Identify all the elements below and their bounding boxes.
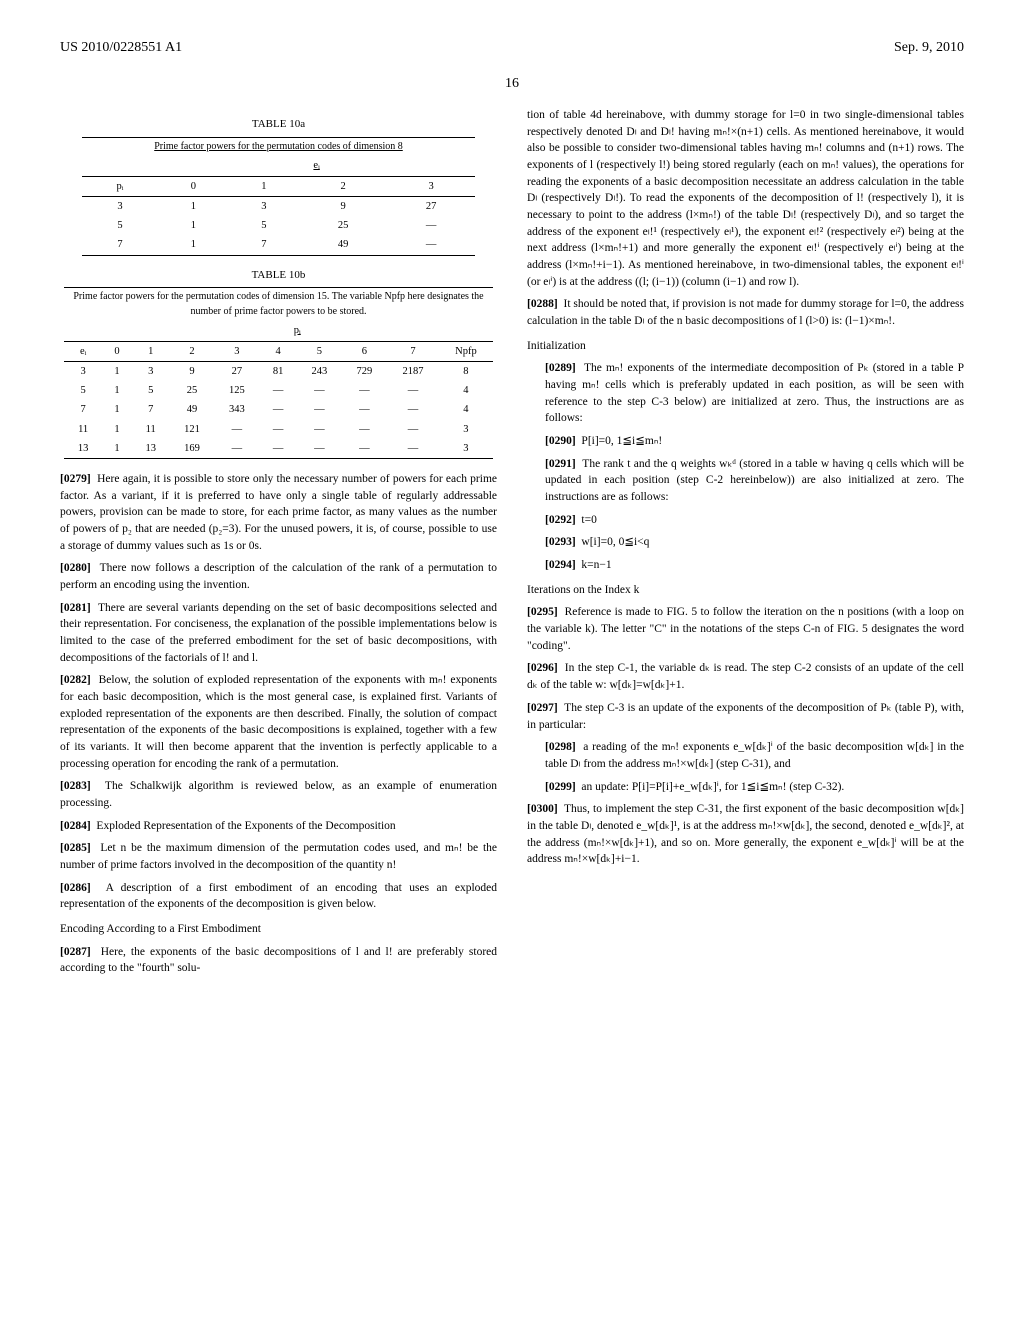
paragraph: [0293] w[i]=0, 0≦i<q [527,534,964,551]
table-title: TABLE 10b [60,268,497,284]
right-column: tion of table 4d hereinabove, with dummy… [527,107,964,983]
paragraph: [0287] Here, the exponents of the basic … [60,944,497,977]
paragraph: [0283] The Schalkwijk algorithm is revie… [60,778,497,811]
paragraph: [0298] a reading of the mₙ! exponents e_… [527,739,964,772]
table-row: 71749343————4 [64,400,492,419]
paragraph: [0282] Below, the solution of exploded r… [60,672,497,772]
ei-header: eᵢ [158,156,475,176]
section-heading: Encoding According to a First Embodiment [60,921,497,938]
paragraph: [0300] Thus, to implement the step C-31,… [527,801,964,868]
page: US 2010/0228551 A1 Sep. 9, 2010 16 TABLE… [0,0,1024,1023]
page-number: 16 [60,76,964,92]
paragraph: [0292] t=0 [527,512,964,529]
publication-date: Sep. 9, 2010 [894,40,964,56]
paragraph: [0281] There are several variants depend… [60,600,497,667]
table-row: 71749— [82,235,475,255]
paragraph: [0285] Let n be the maximum dimension of… [60,840,497,873]
paragraph: [0299] an update: P[i]=P[i]+e_w[dₖ]ⁱ, fo… [527,779,964,796]
paragraph: [0297] The step C-3 is an update of the … [527,700,964,733]
pi-header: pᵢ [102,321,493,341]
paragraph: [0291] The rank t and the q weights wₖᵈ … [527,456,964,506]
paragraph: [0284] Exploded Representation of the Ex… [60,818,497,835]
paragraph: [0288] It should be noted that, if provi… [527,296,964,329]
table-row: 313927 [82,196,475,216]
col-header: 2 [299,176,387,196]
paragraph: [0294] k=n−1 [527,557,964,574]
paragraph: [0286] A description of a first embodime… [60,880,497,913]
table-10b: TABLE 10b Prime factor powers for the pe… [60,268,497,459]
paragraph: [0289] The mₙ! exponents of the intermed… [527,360,964,427]
publication-number: US 2010/0228551 A1 [60,40,182,56]
paragraph: [0295] Reference is made to FIG. 5 to fo… [527,604,964,654]
ei-header: eᵢ [64,341,102,361]
page-header: US 2010/0228551 A1 Sep. 9, 2010 [60,40,964,56]
table-caption: Prime factor powers for the permutation … [64,288,492,322]
section-heading: Initialization [527,338,964,355]
table-row: 51525125————4 [64,381,492,400]
left-column: TABLE 10a Prime factor powers for the pe… [60,107,497,983]
paragraph-continuation: tion of table 4d hereinabove, with dummy… [527,107,964,290]
table-caption: Prime factor powers for the permutation … [82,137,475,156]
col-header: 0 [158,176,229,196]
col-header: 3 [387,176,475,196]
table-row: 13113169—————3 [64,439,492,459]
table-row: 51525— [82,216,475,235]
table-row: 3139278124372921878 [64,361,492,381]
column-layout: TABLE 10a Prime factor powers for the pe… [60,107,964,983]
paragraph: [0280] There now follows a description o… [60,560,497,593]
table-row: 11111121—————3 [64,420,492,439]
paragraph: [0279] Here again, it is possible to sto… [60,471,497,554]
table-title: TABLE 10a [60,117,497,133]
paragraph: [0296] In the step C-1, the variable dₖ … [527,660,964,693]
table-10a: TABLE 10a Prime factor powers for the pe… [60,117,497,256]
col-header: 1 [229,176,300,196]
pi-header: pᵢ [82,176,158,196]
paragraph: [0290] P[i]=0, 1≦i≦mₙ! [527,433,964,450]
section-heading: Iterations on the Index k [527,582,964,599]
